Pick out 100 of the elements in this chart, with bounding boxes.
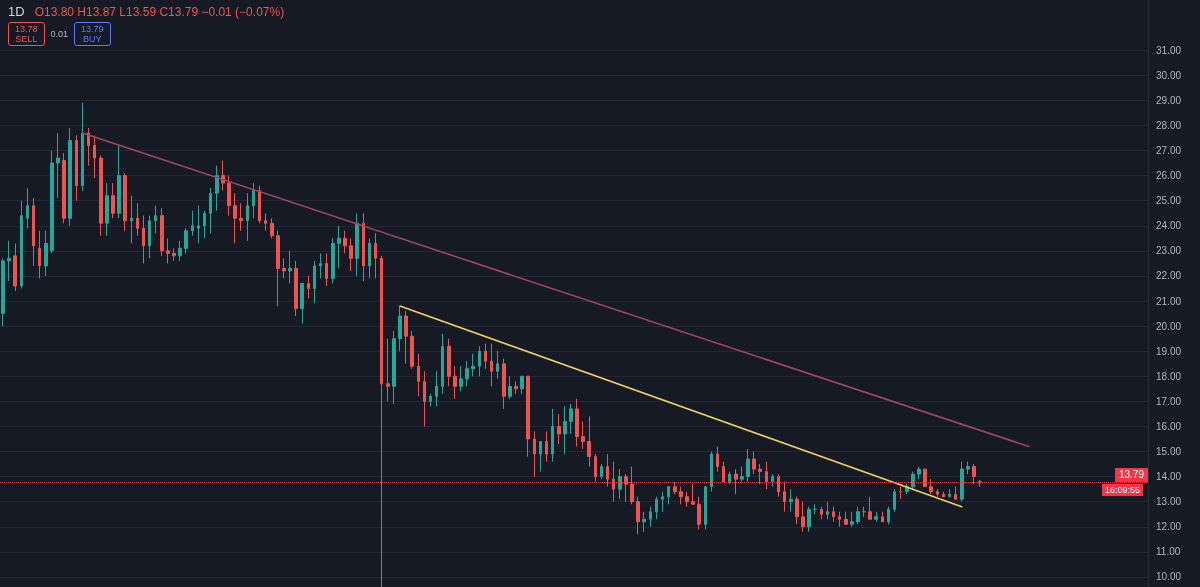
- candlestick: [545, 430, 548, 463]
- candlestick: [661, 491, 664, 513]
- candlestick: [612, 461, 615, 503]
- candlestick: [392, 330, 396, 405]
- y-tick-label: 22.00: [1156, 270, 1182, 282]
- candlestick: [154, 205, 157, 234]
- candlestick: [746, 448, 750, 483]
- candlestick: [624, 473, 628, 503]
- candlestick: [734, 468, 738, 495]
- annotation: 0.01: [50, 29, 69, 39]
- y-tick-label: 12.00: [1156, 521, 1182, 533]
- candlestick: [783, 481, 786, 513]
- candlestick: [911, 471, 915, 490]
- candlestick: [209, 187, 212, 234]
- candlestick: [447, 338, 451, 387]
- candlestick: [471, 353, 475, 377]
- candlestick: [7, 240, 11, 282]
- candlestick: [826, 501, 829, 520]
- candlestick: [264, 212, 267, 232]
- y-tick-label: 23.00: [1156, 245, 1182, 257]
- y-tick-label: 27.00: [1156, 145, 1182, 157]
- candlestick: [478, 345, 481, 377]
- y-tick-label: 26.00: [1156, 170, 1182, 182]
- candlestick: [319, 252, 322, 279]
- y-tick-label: 18.00: [1156, 370, 1182, 382]
- candlestick: [123, 172, 127, 232]
- candlestick: [20, 200, 23, 289]
- candlestick: [722, 461, 725, 483]
- candlestick: [362, 212, 365, 282]
- candlestick: [300, 282, 304, 325]
- annotation: BUY: [82, 34, 103, 44]
- candlestick: [331, 237, 335, 284]
- candlestick: [142, 215, 145, 264]
- candlestick: [294, 260, 298, 317]
- candlestick: [136, 202, 139, 237]
- candlestick: [26, 187, 29, 229]
- y-tick-label: 16.00: [1156, 420, 1182, 432]
- candlestick: [655, 496, 658, 520]
- candlestick: [807, 506, 811, 533]
- candlestick: [569, 403, 573, 435]
- candlestick: [111, 182, 115, 219]
- candlestick: [203, 210, 206, 239]
- candlestick: [636, 496, 640, 535]
- candlestick: [972, 463, 976, 485]
- candlestick: [270, 217, 274, 239]
- candlestick: [874, 511, 878, 523]
- candlestick: [38, 230, 41, 279]
- candlestick: [771, 473, 774, 488]
- candlestick: [252, 182, 255, 219]
- y-tick-label: 15.00: [1156, 446, 1182, 458]
- y-tick-label: 24.00: [1156, 220, 1182, 232]
- candlestick: [575, 398, 579, 448]
- candlestick: [948, 488, 951, 498]
- y-tick-label: 11.00: [1156, 546, 1181, 558]
- candlestick: [581, 420, 585, 450]
- candlestick: [520, 375, 524, 395]
- annotation: 13.79: [81, 24, 104, 34]
- candlestick: [337, 225, 341, 269]
- candlestick: [184, 227, 188, 254]
- candlestick: [398, 305, 402, 352]
- y-tick-label: 21.00: [1156, 295, 1182, 307]
- candlestick: [539, 441, 542, 473]
- price-button: 13.79 BUY: [74, 22, 111, 46]
- candlestick: [62, 152, 66, 224]
- candlestick: [148, 215, 151, 259]
- candlestick: [710, 451, 713, 493]
- candlestick: [87, 127, 90, 167]
- candlestick: [343, 230, 347, 254]
- candlestick: [282, 257, 286, 279]
- candlestick: [728, 471, 731, 485]
- y-tick-label: 20.00: [1156, 320, 1182, 332]
- candlestick: [850, 511, 854, 528]
- candlestick: [227, 175, 231, 217]
- candlestick: [99, 155, 103, 237]
- candlestick: [404, 310, 408, 365]
- candlestick: [642, 511, 646, 533]
- candlestick: [563, 405, 567, 455]
- candlestick: [44, 230, 48, 277]
- candlestick: [423, 370, 426, 427]
- candlestick: [325, 252, 328, 287]
- candlestick: [881, 511, 884, 523]
- candlestick: [594, 453, 597, 483]
- candlestick: [606, 453, 609, 488]
- candlestick: [960, 461, 964, 503]
- candlestick: [765, 461, 768, 490]
- candlestick: [508, 375, 512, 400]
- candlestick: [856, 506, 860, 525]
- ref-line-label: 13.79: [1118, 469, 1145, 481]
- candlestick: [197, 205, 200, 244]
- candlestick: [435, 370, 438, 407]
- candlestick: [50, 150, 54, 254]
- candlestick: [795, 496, 799, 525]
- candlestick: [820, 506, 823, 520]
- candlestick: [752, 451, 756, 475]
- y-tick-label: 30.00: [1156, 69, 1182, 81]
- candlestick: [502, 358, 506, 410]
- candlestick: [453, 365, 457, 400]
- candlestick: [276, 230, 280, 307]
- candlestick: [258, 185, 261, 224]
- candlestick: [130, 195, 133, 244]
